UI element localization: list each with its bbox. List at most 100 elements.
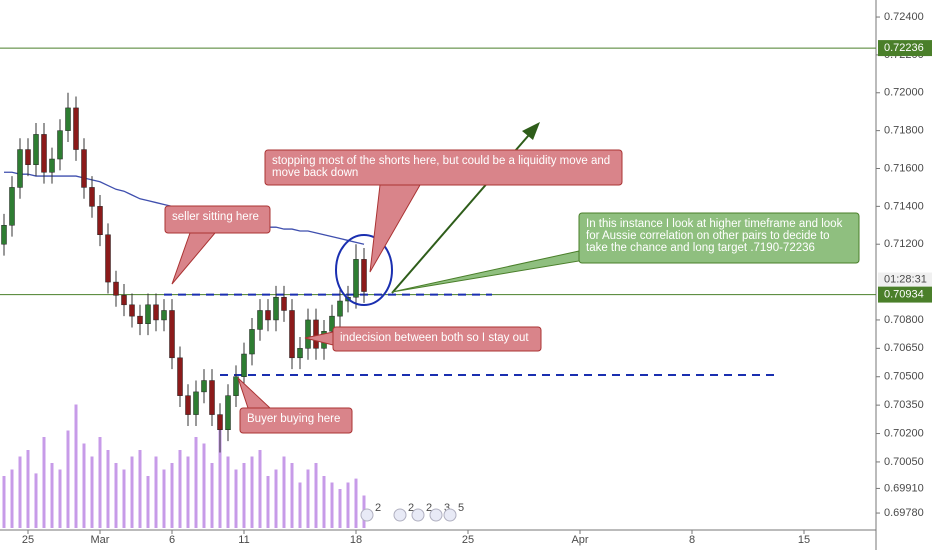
x-tick-label: 6 [169,534,175,546]
volume-bar [2,476,6,528]
candle-body [33,134,39,165]
volume-bar [202,443,206,528]
candle-body [337,300,343,317]
y-tick-label: 0.72400 [884,11,924,23]
price-label-box [878,40,932,57]
x-tick-label: 25 [462,534,474,546]
volume-bar [34,473,38,528]
volume-bar [146,476,150,528]
arrow-head [522,122,540,140]
event-count: 2 [408,502,414,514]
y-tick-label: 0.70650 [884,342,924,354]
callout-pointer [391,250,580,293]
candle-body [153,304,159,321]
volume-bar [250,456,254,528]
x-tick-label: 15 [798,534,810,546]
callout: Buyer buying here [247,413,340,425]
event-flag [411,508,425,522]
volume-bar [346,482,350,528]
axis-layer: 222350.724000.722000.720000.718000.71600… [22,11,932,546]
volume-bar [162,469,166,528]
volume-bar [10,469,14,528]
volume-bar [298,482,302,528]
candle-body [289,310,295,359]
candle-body [273,296,279,321]
candle-body [241,353,247,377]
callout-pointer [369,184,421,273]
callout: seller sitting here [172,211,259,223]
candle-body [49,158,55,173]
candle-body [65,107,71,131]
event-count: 2 [426,502,432,514]
y-tick-label: 0.69910 [884,482,924,494]
plot-layer [0,47,876,453]
volume-bar [354,478,358,528]
candle-body [209,380,215,415]
highlight-circle [335,234,393,306]
volume-bar [122,469,126,528]
volume-bar [314,463,318,528]
volume-bar [154,456,158,528]
y-tick-label: 0.71600 [884,162,924,174]
candle-body [129,304,135,317]
annotation-layer: stopping most of the shorts here, but co… [164,149,860,434]
candle-body [329,315,335,332]
candle-body [121,295,127,306]
y-tick-label: 0.70050 [884,456,924,468]
volume-bar [82,443,86,528]
callout-pointer [171,232,217,285]
callout-text: In this instance I look at higher timefr… [586,218,843,254]
volume-bar [290,463,294,528]
volume-bar [234,469,238,528]
event-flag [360,508,374,522]
volume-bar [186,456,190,528]
event-count: 5 [458,502,464,514]
event-count: 2 [375,502,381,514]
volume-bar [322,476,326,528]
candle-body [25,149,31,165]
y-tick-label: 0.71200 [884,238,924,250]
y-tick-label: 0.72000 [884,87,924,99]
event-flag [393,508,407,522]
candle-body [265,310,271,321]
candle-body [193,391,199,415]
candle-body [57,130,63,160]
candle-body [353,259,359,298]
candle-body [97,206,103,236]
volume-layer [2,404,366,528]
y-tick-label: 0.71400 [884,200,924,212]
volume-bar [306,469,310,528]
volume-bar [170,463,174,528]
callout-box [239,407,353,434]
callout-pointer [237,377,272,409]
volume-bar [242,463,246,528]
callout-box [164,205,271,234]
y-tick-label: 0.71800 [884,125,924,137]
candle-body [9,187,15,226]
x-tick-label: 8 [689,534,695,546]
volume-bar [274,469,278,528]
event-flag [443,508,457,522]
x-tick-label: 18 [350,534,362,546]
countdown-box [878,272,932,287]
candle-body [177,357,183,396]
volume-bar [258,450,262,528]
candle-body [225,395,231,430]
candle-body [17,149,23,188]
volume-bar [26,450,30,528]
candle-body [81,149,87,188]
candle-body [105,234,111,283]
candle-body [297,348,303,359]
volume-bar [18,456,22,528]
candle-body [201,380,207,393]
event-flag [429,508,443,522]
y-tick-label: 0.70800 [884,314,924,326]
y-tick-label: 0.70200 [884,427,924,439]
y-tick-label: 0.70500 [884,371,924,383]
candle-body [113,281,119,296]
x-tick-label: 25 [22,534,34,546]
volume-bar [178,450,182,528]
volume-bar [226,456,230,528]
callout-text: indecision between both so I stay out [340,332,529,344]
candle-body [313,319,319,349]
